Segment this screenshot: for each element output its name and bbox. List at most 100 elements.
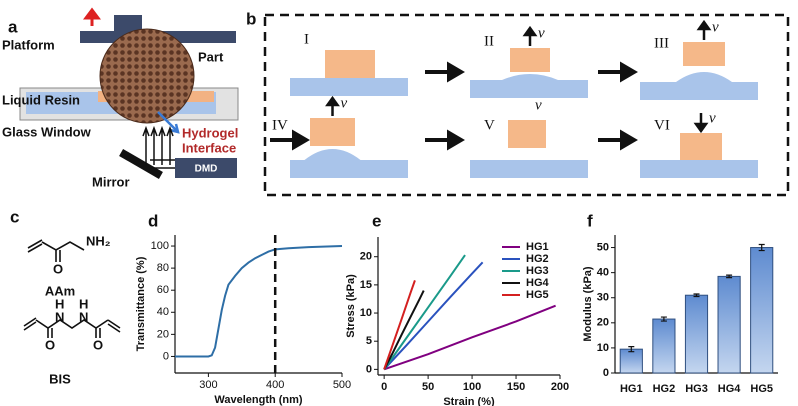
- y-tick-label: 5: [366, 335, 372, 347]
- x-tick-label: HG5: [750, 383, 773, 395]
- data-line: [383, 290, 425, 370]
- x-tick-label: 500: [333, 379, 351, 391]
- atom: O: [53, 261, 63, 276]
- block: [680, 133, 722, 160]
- y-tick-label: 80: [157, 262, 169, 274]
- data-line: [383, 304, 556, 371]
- label: Mirror: [92, 174, 130, 189]
- motion-arrow: [696, 19, 712, 40]
- step-arrow: [598, 129, 638, 151]
- x-tick-label: 300: [199, 379, 217, 391]
- block: [683, 42, 725, 66]
- x-tick-label: 200: [551, 381, 569, 393]
- y-axis-label: Modulus (kPa): [582, 266, 594, 342]
- x-tick-label: 0: [381, 381, 387, 393]
- molecule-name: BIS: [49, 371, 71, 386]
- y-tick-label: 60: [157, 284, 169, 296]
- substrate: [290, 149, 408, 178]
- legend-label: HG3: [526, 265, 549, 277]
- y-tick-label: 15: [360, 279, 372, 291]
- bar: [717, 275, 741, 374]
- y-tick-label: 20: [360, 251, 372, 263]
- x-axis-label: Wavelength (nm): [214, 394, 303, 406]
- y-tick-label: 0: [366, 363, 372, 375]
- y-tick-label: 100: [151, 240, 169, 252]
- label: Platform: [2, 37, 55, 52]
- panel-label: b: [246, 9, 256, 28]
- label: Liquid Resin: [2, 92, 80, 107]
- y-tick-label: 20: [597, 317, 609, 329]
- x-tick-label: HG3: [685, 383, 708, 395]
- y-tick-label: 40: [157, 306, 169, 318]
- legend-label: HG1: [526, 241, 549, 253]
- velocity-label: v: [709, 110, 716, 126]
- y-tick-label: 20: [157, 328, 169, 340]
- y-tick-label: 40: [597, 267, 609, 279]
- aam-bonds: [27, 239, 85, 262]
- printed-part: [99, 28, 195, 124]
- panel-label: f: [587, 211, 593, 230]
- motion-arrow: [693, 113, 709, 134]
- step-label: V: [484, 117, 495, 133]
- atom: O: [45, 337, 55, 352]
- atom: H: [55, 296, 64, 311]
- velocity-label: v: [712, 19, 719, 35]
- error-bar: [693, 293, 700, 298]
- steps-frame: [263, 13, 790, 197]
- label: DMD: [195, 164, 218, 175]
- bar: [652, 318, 676, 374]
- y-tick-label: 10: [597, 342, 609, 354]
- substrate: [290, 78, 408, 96]
- x-tick-label: HG4: [718, 383, 742, 395]
- error-bar: [758, 243, 765, 252]
- step-arrow: [598, 61, 638, 83]
- error-bar: [726, 274, 733, 279]
- legend-label: HG4: [526, 277, 550, 289]
- light-paths: [142, 125, 175, 169]
- interface-arrow: [157, 111, 180, 134]
- error-bar: [628, 346, 635, 353]
- mirror: [119, 149, 163, 179]
- step-label: VI: [654, 117, 670, 133]
- velocity-label: v: [535, 97, 542, 113]
- label: Glass Window: [2, 124, 92, 139]
- data-line: [383, 261, 484, 371]
- motion-arrow: [325, 95, 340, 116]
- bis-bonds: [23, 317, 121, 338]
- step-label: III: [654, 35, 669, 51]
- atom: O: [93, 337, 103, 352]
- step-arrow: [425, 61, 465, 83]
- velocity-label: v: [341, 95, 348, 111]
- x-tick-label: 50: [422, 381, 434, 393]
- panel-label: e: [372, 211, 381, 230]
- data-line: [383, 254, 466, 370]
- lift-arrow: [83, 7, 101, 26]
- data-line: [175, 245, 343, 358]
- x-tick-label: HG1: [620, 383, 643, 395]
- platform-stem: [114, 15, 142, 33]
- printer-schematic: Platform Part Liquid Resin Glass Window …: [2, 7, 239, 189]
- block: [508, 120, 546, 148]
- substrate: [640, 160, 758, 178]
- panel-label: a: [8, 17, 18, 36]
- error-bar: [660, 316, 667, 322]
- atom: H: [79, 296, 88, 311]
- step-arrow: [270, 129, 310, 151]
- block: [325, 50, 375, 78]
- atom: NH₂: [86, 233, 111, 248]
- legend-label: HG2: [526, 253, 549, 265]
- x-axis-label: Strain (%): [443, 396, 495, 406]
- panel-label: d: [148, 211, 158, 230]
- velocity-label: v: [538, 25, 545, 41]
- y-tick-label: 0: [163, 350, 169, 362]
- x-tick-label: 150: [507, 381, 525, 393]
- y-tick-label: 10: [360, 307, 372, 319]
- label: Interface: [182, 140, 236, 155]
- dmd-box: [175, 158, 237, 178]
- bar: [619, 348, 643, 374]
- block: [510, 48, 550, 72]
- panel-label: c: [10, 207, 19, 226]
- x-tick-label: HG2: [653, 383, 676, 395]
- substrate: [470, 74, 588, 98]
